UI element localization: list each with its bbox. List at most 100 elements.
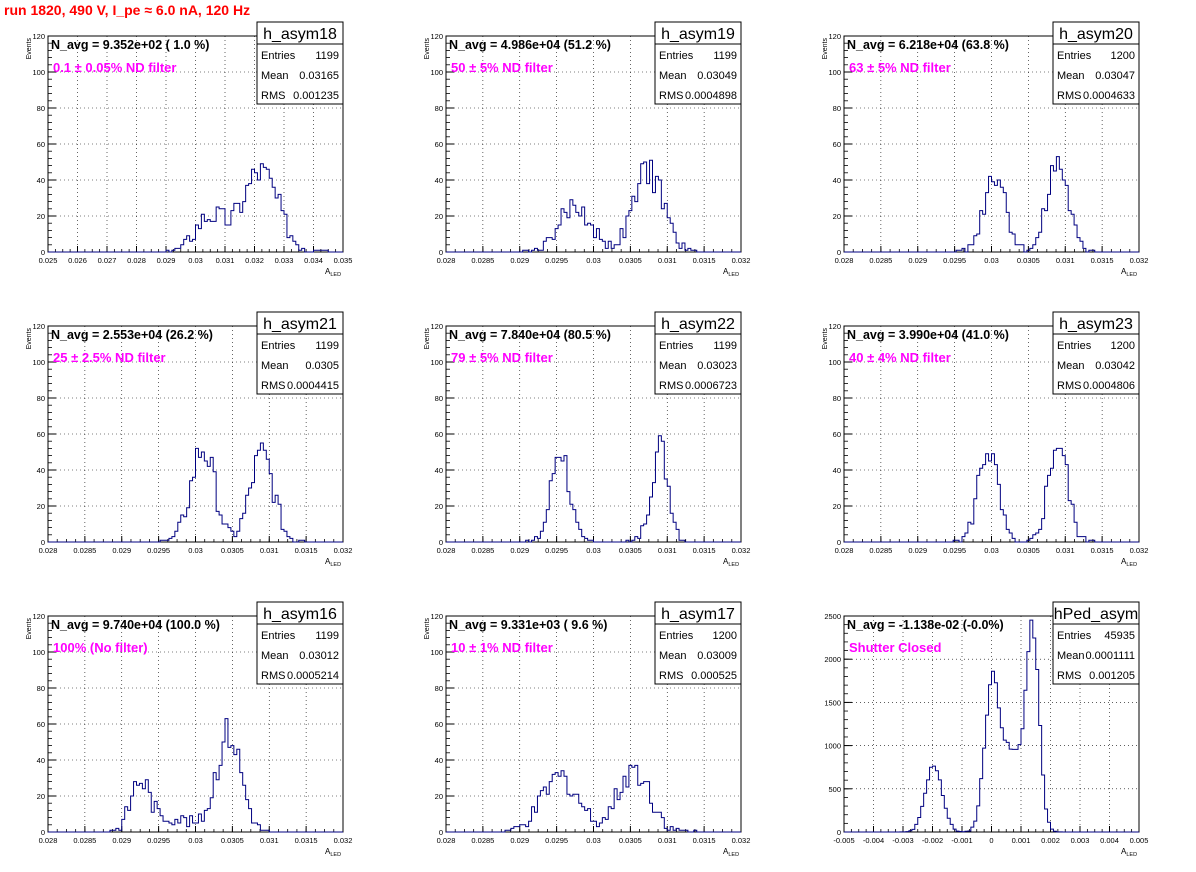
y-tick-label: 120 [430, 32, 443, 41]
filter-note: 0.1 ± 0.05% ND filter [53, 60, 176, 75]
x-tick-label: 0.0315 [1091, 256, 1114, 265]
x-axis-label-sub: LED [728, 852, 739, 858]
stats-label: Mean [659, 70, 687, 82]
x-tick-label: 0.0295 [147, 836, 170, 845]
y-tick-label: 80 [435, 394, 443, 403]
x-tick-label: 0.029 [510, 546, 529, 555]
y-tick-label: 60 [435, 430, 443, 439]
stats-label: RMS [659, 90, 683, 102]
x-tick-label: 0.0285 [471, 836, 494, 845]
stats-label: Entries [261, 340, 296, 352]
histogram-line [446, 764, 741, 833]
x-tick-label: 0.028 [835, 256, 854, 265]
x-tick-label: 0.026 [68, 256, 87, 265]
x-tick-label: 0.031 [216, 256, 235, 265]
x-tick-label: 0.0305 [619, 546, 642, 555]
x-tick-label: 0.031 [658, 256, 677, 265]
y-tick-label: 120 [32, 32, 45, 41]
x-tick-label: 0.0295 [943, 546, 966, 555]
filter-note: 40 ± 4% ND filter [849, 350, 951, 365]
x-tick-label: 0.0305 [1017, 256, 1040, 265]
y-tick-label: 100 [32, 68, 45, 77]
y-tick-label: 40 [435, 466, 443, 475]
x-tick-label: 0.03 [586, 256, 601, 265]
x-tick-label: 0.032 [732, 836, 751, 845]
y-tick-label: 20 [435, 792, 443, 801]
x-tick-label: 0.03 [586, 836, 601, 845]
chart-h_asym19: 0.028 0.0285 0.029 0.0295 0.03 0.0305 0.031 0.0… [424, 21, 750, 278]
stats-label: RMS [261, 90, 285, 102]
x-tick-label: 0.0305 [619, 256, 642, 265]
x-tick-label: 0.031 [658, 836, 677, 845]
x-tick-label: 0.005 [1130, 836, 1149, 845]
y-tick-label: 500 [828, 785, 841, 794]
y-tick-label: 80 [833, 104, 841, 113]
y-tick-label: 0 [439, 828, 443, 837]
x-axis-label: ALED [325, 557, 341, 568]
x-axis-label-sub: LED [728, 562, 739, 568]
histogram-name: h_asym22 [661, 316, 735, 333]
stats-label: Entries [659, 630, 694, 642]
x-axis-label-sub: LED [1126, 852, 1137, 858]
stats-value: 0.03023 [697, 360, 737, 372]
y-tick-label: 80 [833, 394, 841, 403]
x-axis-label-sub: LED [728, 272, 739, 278]
x-axis-label: ALED [723, 847, 739, 858]
stats-box [256, 311, 344, 395]
x-axis-label-sub: LED [1126, 562, 1137, 568]
x-tick-label: 0.027 [98, 256, 117, 265]
stats-value: 1199 [315, 50, 339, 62]
stats-box [1052, 311, 1140, 395]
x-tick-label: 0.03 [188, 546, 203, 555]
y-tick-label: 20 [37, 212, 45, 221]
x-tick-label: 0.0295 [545, 546, 568, 555]
y-tick-label: 40 [435, 756, 443, 765]
histogram-name: h_asym23 [1059, 316, 1133, 333]
x-tick-label: 0.0295 [943, 256, 966, 265]
stats-value: 0.03165 [299, 70, 339, 82]
y-axis-label: Events [424, 618, 431, 640]
y-tick-label: 100 [430, 648, 443, 657]
chart-h_asym17: 0.028 0.0285 0.029 0.0295 0.03 0.0305 0.031 0.0… [424, 601, 751, 858]
x-tick-label: 0.029 [908, 546, 927, 555]
stats-label: Entries [659, 340, 694, 352]
y-tick-label: 20 [435, 502, 443, 511]
y-tick-label: 20 [37, 792, 45, 801]
y-tick-label: 60 [833, 430, 841, 439]
y-tick-label: 2000 [824, 655, 841, 664]
x-tick-label: 0.031 [260, 546, 279, 555]
x-tick-label: 0.029 [510, 836, 529, 845]
y-tick-label: 1500 [824, 698, 841, 707]
stats-value: 0.03042 [1095, 360, 1135, 372]
histogram-name: hPed_asym [1054, 606, 1139, 623]
x-axis-label: ALED [1121, 557, 1137, 568]
histogram-name: h_asym16 [263, 606, 337, 623]
stats-value: 0.03049 [697, 70, 737, 82]
x-axis-label-sub: LED [330, 272, 341, 278]
y-tick-label: 120 [828, 32, 841, 41]
stats-box [256, 21, 344, 105]
x-tick-label: 0.028 [835, 546, 854, 555]
stats-label: Entries [1057, 340, 1092, 352]
x-tick-label: 0.03 [984, 546, 999, 555]
stats-label: Mean [261, 70, 289, 82]
stats-box [654, 311, 742, 395]
chart-h_asym16: 0.028 0.0285 0.029 0.0295 0.03 0.0305 0.031 0.0… [26, 601, 352, 858]
x-axis-label: ALED [1121, 267, 1137, 278]
x-tick-label: 0.0315 [693, 546, 716, 555]
x-tick-label: 0.0315 [295, 546, 318, 555]
stats-value: 1199 [315, 340, 339, 352]
stats-label: Mean [1057, 360, 1085, 372]
stats-value: 0.0005214 [287, 670, 339, 682]
navg-label: N_avg = 7.840e+04 (80.5 %) [449, 328, 611, 342]
x-tick-label: 0.0295 [545, 256, 568, 265]
y-tick-label: 0 [439, 538, 443, 547]
stats-label: RMS [261, 380, 285, 392]
y-tick-label: 20 [37, 502, 45, 511]
y-tick-label: 40 [833, 176, 841, 185]
x-tick-label: 0.0305 [1017, 546, 1040, 555]
y-tick-label: 80 [37, 684, 45, 693]
x-tick-label: 0.03 [188, 256, 203, 265]
stats-value: 0.0001111 [1085, 650, 1135, 662]
